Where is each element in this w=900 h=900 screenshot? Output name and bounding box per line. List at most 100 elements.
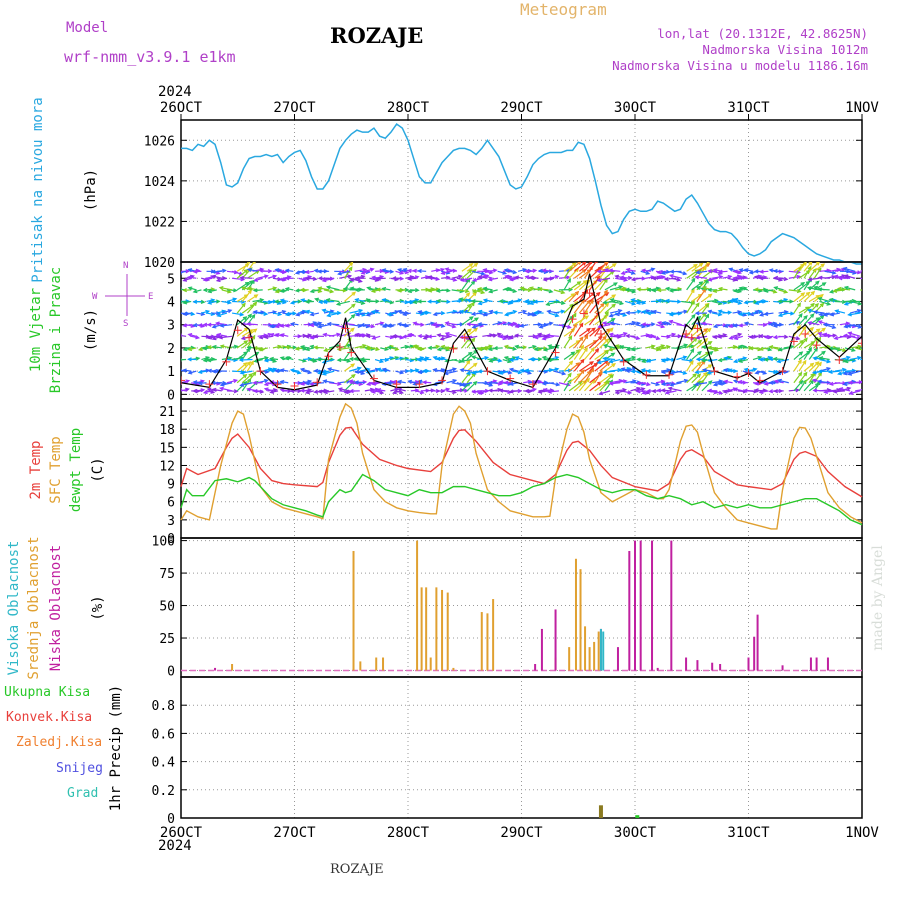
wind-arrow (752, 356, 762, 361)
wind-arrow (369, 368, 379, 372)
wind-arrow-head (233, 378, 239, 384)
wind-arrow (813, 337, 821, 349)
wind-arrow-head (529, 357, 534, 362)
wind-arrow-head (831, 270, 837, 275)
wind-arrow-head (707, 341, 713, 346)
day-label-bottom: 1NOV (845, 825, 879, 841)
wind-arrow-head (752, 367, 758, 372)
model-name: wrf-nmm_v3.9.1 e1km (64, 48, 236, 66)
wind-arrow-head (641, 322, 647, 327)
pressure-axis-title: Pritisak na nivou mora (30, 97, 46, 282)
wind-arrow-head (381, 381, 387, 386)
wind-arrow (539, 324, 549, 328)
wind-arrow-head (323, 347, 328, 352)
low-cloud-bar (656, 667, 659, 671)
wind-arrow-head (542, 277, 548, 282)
wind-arrow (483, 269, 493, 272)
wind-arrow (343, 266, 353, 279)
wind-arrow-head (661, 270, 666, 275)
wind-arrow-head (248, 373, 253, 378)
wind-arrow-head (422, 310, 427, 315)
wind-arrow-head (444, 346, 450, 351)
y-tick-label: 25 (159, 632, 175, 647)
wind-arrow-head (173, 333, 176, 336)
wind-arrow-head (707, 364, 713, 369)
wind-arrow-head (285, 356, 290, 361)
wind-arrow (597, 358, 611, 364)
wind-arrow (808, 262, 820, 272)
wind-arrow (708, 277, 718, 281)
wind-arrow-head (728, 335, 734, 340)
wind-arrow-head (471, 324, 477, 329)
wind-arrow (220, 382, 233, 386)
wind-arrow-head (635, 335, 641, 340)
wind-arrow (661, 369, 670, 372)
wind-arrow (329, 382, 341, 385)
mid-cloud-bar (480, 612, 483, 671)
wind-arrow (208, 300, 217, 304)
wind-arrow-head (864, 388, 867, 391)
dewpoint-line (180, 473, 863, 526)
wind-arrow (568, 323, 577, 337)
wind-arrow-head (459, 358, 465, 363)
mid-cloud-bar (425, 587, 428, 671)
wind-arrow-head (246, 361, 252, 366)
day-label-top: 31OCT (727, 100, 770, 116)
wind-arrow (334, 289, 347, 292)
wind-arrow (579, 262, 592, 272)
wind-arrow (774, 277, 784, 279)
wind-arrow-head (508, 299, 514, 304)
wind-arrow (850, 270, 861, 274)
wind-arrow-head (842, 371, 848, 376)
wind-arrow-head (611, 303, 617, 308)
low-cloud-bar (753, 636, 756, 671)
wind-arrow (727, 346, 737, 349)
wind-arrow-head (427, 275, 433, 280)
wind-arrow-head (268, 322, 273, 327)
wind-arrow-head (590, 347, 595, 352)
wind-arrow-head (195, 335, 201, 340)
wind-arrow-head (619, 301, 625, 306)
wind-arrow-head (754, 300, 760, 305)
wind-arrow-head (313, 368, 319, 373)
wind-arrow (589, 266, 602, 279)
wind-arrow-head (299, 388, 305, 393)
wind-arrow (657, 299, 667, 303)
wind-arrow (676, 356, 687, 361)
wind-arrow (236, 362, 248, 372)
legend-1: Konvek.Kisa (6, 710, 92, 725)
wind-arrow (461, 358, 473, 362)
wind-arrow (739, 358, 749, 363)
wind-arrow-head (646, 382, 651, 387)
wind-arrow-head (545, 333, 551, 338)
wind-arrow-head (264, 274, 269, 279)
wind-arrow-head (857, 301, 862, 306)
wind-arrow-head (717, 286, 723, 292)
wind-arrow-head (477, 369, 483, 374)
wind-arrow-head (284, 345, 290, 350)
wind-arrow (849, 309, 861, 314)
wind-arrow-head (279, 356, 285, 361)
wind-arrow (349, 309, 363, 314)
wind-arrow-head (519, 368, 525, 373)
wind-arrow (798, 372, 808, 384)
wind-arrow (466, 363, 477, 372)
wind-arrow (734, 335, 743, 340)
wind-arrow (344, 327, 355, 337)
wind-arrow-head (508, 277, 514, 282)
wind-arrow (833, 390, 846, 393)
wind-arrow-head (336, 310, 342, 316)
wind-arrow-head (376, 388, 382, 393)
wind-arrow-head (717, 357, 723, 363)
wind-arrow (226, 298, 237, 303)
wind-arrow-head (497, 358, 503, 363)
wind-arrow-head (711, 346, 717, 352)
wind-arrow (661, 389, 672, 392)
wind-arrow (257, 275, 268, 279)
wind-arrow-head (528, 286, 534, 291)
wind-arrow (813, 263, 825, 272)
wind-arrow-head (446, 299, 451, 304)
wind-arrow (236, 303, 246, 314)
wind-arrow (594, 370, 603, 384)
wind-arrow (818, 288, 830, 291)
